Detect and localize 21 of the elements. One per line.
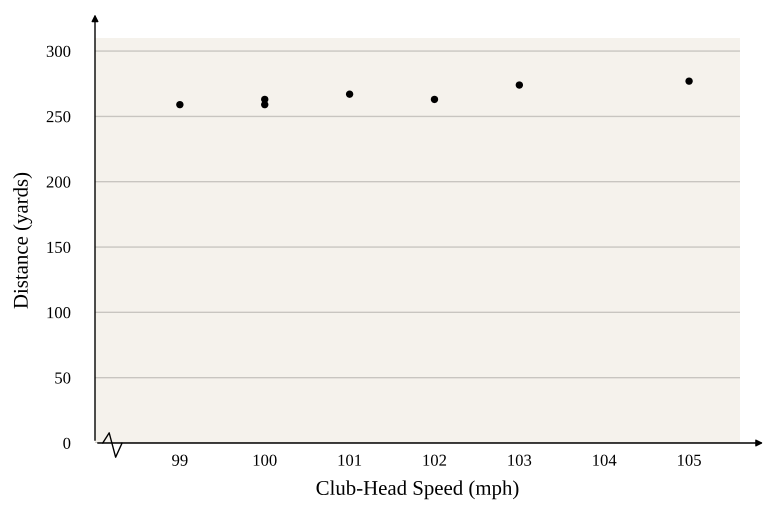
x-axis-title: Club-Head Speed (mph) <box>316 480 518 500</box>
point <box>516 81 524 89</box>
x-tick-label: 102 <box>423 454 446 466</box>
y-tick-label: 50 <box>55 372 70 384</box>
y-tick-label: 100 <box>47 307 70 318</box>
y-tick-label: 150 <box>47 242 70 253</box>
x-tick-label: 105 <box>678 454 701 466</box>
x-tick-label: 104 <box>593 454 616 466</box>
point <box>430 96 438 104</box>
x-tick-label: 99 <box>172 454 188 466</box>
y-tick-label: 0 <box>63 438 70 449</box>
x-tick-label: 103 <box>508 454 532 466</box>
y-tick-label: 250 <box>46 111 70 122</box>
point <box>176 100 184 108</box>
x-tick-label: 101 <box>338 454 362 466</box>
x-tick-label: 100 <box>254 454 277 466</box>
y-tick-label: 300 <box>46 46 70 58</box>
point <box>685 77 693 85</box>
y-tick-label: 200 <box>46 176 70 188</box>
y-axis-title: Distance (yards) <box>13 172 32 308</box>
point <box>346 90 354 98</box>
